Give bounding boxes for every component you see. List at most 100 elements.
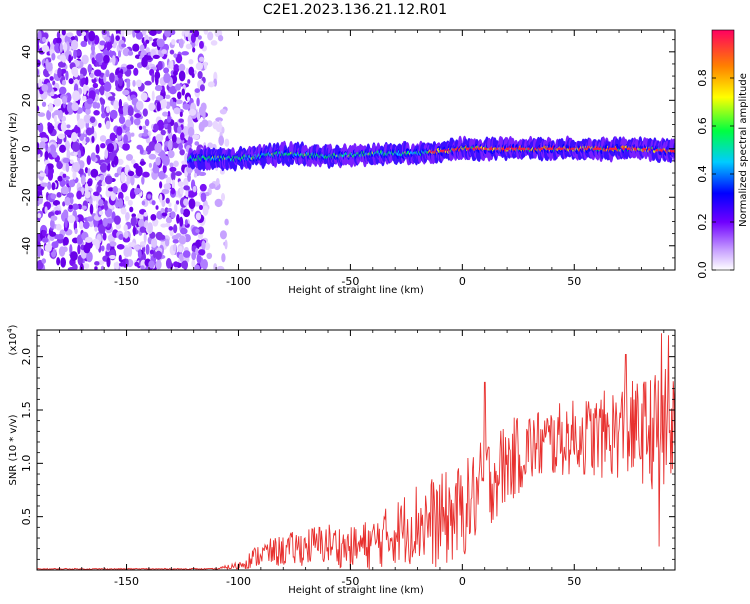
spectrogram-noise-speck [133,67,139,76]
spectrogram-noise-speck [166,116,172,123]
spectrogram-noise-speck [132,225,136,237]
spectrogram-noise-speck [197,35,202,40]
spectrogram-noise-speck [134,261,140,267]
spectrogram-noise-speck [123,110,127,116]
snr-x-tick-label: 0 [459,575,466,588]
spectrogram-noise-speck [72,161,81,173]
spectrogram-noise-speck [51,151,58,158]
spectrogram-noise-speck [125,126,130,132]
spectrogram-noise-speck [91,125,95,135]
spectrogram-noise-speck [54,240,59,248]
spectrogram-noise-speck [173,107,181,115]
figure-title: C2E1.2023.136.21.12.R01 [263,2,447,18]
spectrogram-noise-speck [199,84,205,92]
spectrogram-noise-speck [172,70,178,76]
spectrogram-noise-speck [221,253,226,263]
spectrogram-noise-speck [41,83,49,92]
spectrogram-noise-speck [98,210,104,215]
spectrogram-noise-speck [132,80,136,87]
spectrogram-noise-speck [60,121,67,132]
spectrogram-noise-speck [208,182,216,189]
spectrogram-noise-speck [120,207,127,215]
spectrogram-noise-speck [92,101,98,109]
spectrogram-noise-speck [210,40,218,46]
spectrogram-noise-speck [202,205,209,216]
spectrogram-noise-speck [147,194,152,199]
spectrogram-noise-speck [80,150,84,157]
spectrogram-noise-speck [105,105,111,114]
spectrogram-noise-speck [49,76,54,81]
spectrogram-noise-speck [78,168,84,175]
spectrogram-noise-speck [183,177,189,187]
spectrogram-noise-speck [164,238,170,247]
spectrogram-noise-speck [65,162,70,173]
spectrogram-noise-speck [147,222,153,233]
spectrogram-noise-speck [54,210,60,216]
spectrogram-noise-speck [99,97,104,103]
spectrogram-noise-speck [58,86,67,95]
spectrogram-noise-speck [154,85,163,92]
spectrogram-noise-speck [161,199,166,208]
spectrogram-noise-speck [141,176,145,185]
spectrogram-noise-speck [187,79,191,84]
spectrogram-noise-speck [91,57,95,65]
spectrogram-panel: -150 -100 -50 0 50 -40 -20 0 20 40 Height of stra… [8,29,676,296]
spectrogram-noise-speck [160,129,166,136]
spectrogram-noise-speck [138,125,143,130]
spectrogram-noise-speck [192,190,198,197]
snr-y-tick-label: 1.0 [20,455,33,473]
spectrogram-noise-speck [160,207,165,214]
spectrogram-noise-speck [219,169,225,175]
spectrogram-noise-speck [61,96,68,104]
spectrogram-noise-speck [139,226,147,233]
spectrogram-noise-speck [116,243,125,250]
colorbar-tick-label: 0.2 [696,213,709,231]
spectrogram-noise-speck [179,186,184,195]
spectrogram-noise-speck [95,144,100,154]
spectrogram-noise-speck [99,85,105,96]
spectrogram-x-axis-title: Height of straight line (km) [288,285,424,296]
spectrogram-noise-speck [83,114,92,124]
spectrogram-noise-speck [37,68,40,76]
spectrogram-noise-speck [152,220,159,227]
spectrogram-noise-speck [187,173,191,182]
spectrogram-noise-speck [123,231,129,239]
spectrogram-noise-speck [218,120,222,131]
spectrogram-noise-speck [88,30,96,42]
spectrogram-noise-speck [117,158,124,166]
spectrogram-noise-speck [173,53,178,58]
spectrogram-noise-speck [37,250,41,258]
snr-y-tick-label: 2.0 [20,348,33,366]
spectrogram-noise-speck [198,56,205,62]
spectrogram-noise-speck [134,30,141,34]
spectrogram-x-tick-label: 0 [459,275,466,288]
spectrogram-noise-speck [44,206,48,214]
spectrogram-noise-speck [37,42,40,52]
spectrogram-noise-speck [40,137,49,143]
spectrogram-noise-speck [130,159,136,165]
spectrogram-noise-speck [37,147,41,155]
spectrogram-noise-speck [98,122,102,128]
spectrogram-noise-speck [135,31,144,40]
spectrogram-noise-speck [41,258,47,264]
spectrogram-noise-speck [131,213,137,218]
spectrogram-noise-speck [62,173,67,178]
spectrogram-noise-speck [72,170,77,180]
spectrogram-noise-speck [149,30,157,37]
spectrogram-noise-speck [56,161,63,170]
spectrogram-noise-speck [114,172,119,178]
spectrogram-noise-speck [112,186,119,194]
spectrogram-noise-speck [196,97,200,107]
spectrogram-noise-speck [37,105,40,112]
spectrogram-noise-speck [85,136,90,143]
spectrogram-noise-speck [44,150,49,160]
spectrogram-noise-speck [194,141,200,146]
spectrogram-noise-speck [47,124,55,131]
spectrogram-noise-speck [148,102,156,112]
spectrogram-noise-speck [105,69,110,78]
spectrogram-noise-speck [198,121,205,132]
spectrogram-noise-speck [60,186,69,195]
spectrogram-noise-speck [66,149,71,161]
spectrogram-x-tick-label: 50 [567,275,581,288]
